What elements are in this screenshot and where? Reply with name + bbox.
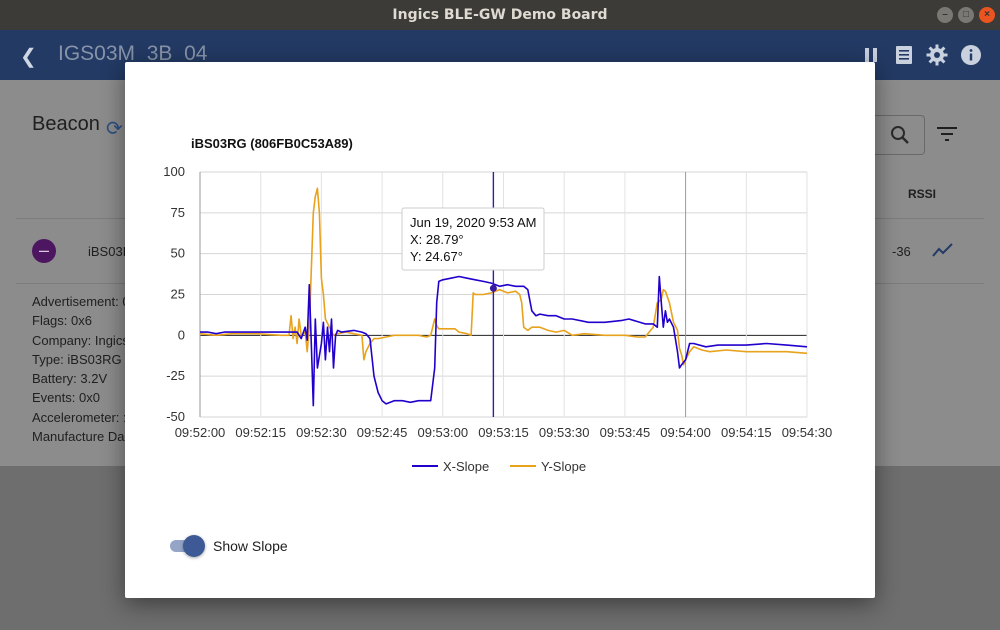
x-tick-label: 09:54:30 xyxy=(782,425,833,440)
series-line-y-slope xyxy=(199,187,808,366)
show-slope-label: Show Slope xyxy=(213,538,288,554)
detail-company: Company: Ingics xyxy=(32,332,129,348)
device-name-title: IGS03M_3B_04 xyxy=(58,42,208,65)
detail-type: Type: iBS03RG xyxy=(32,351,122,367)
beacon-details: Advertisement: 0 Flags: 0x6 Company: Ing… xyxy=(32,292,130,446)
gear-icon[interactable] xyxy=(926,44,948,66)
maximize-button[interactable]: □ xyxy=(958,7,974,23)
beacon-row-rssi: -36 xyxy=(892,244,911,259)
pause-icon[interactable] xyxy=(860,44,882,66)
slope-chart[interactable]: iBS03RG (806FB0C53A89) 1007550250-25-50 … xyxy=(125,62,875,502)
refresh-icon[interactable]: ⟳ xyxy=(106,118,123,140)
x-tick-label: 09:52:30 xyxy=(296,425,347,440)
trending-chart-icon[interactable] xyxy=(932,242,954,258)
y-tick-label: 25 xyxy=(171,287,185,302)
y-tick-label: -25 xyxy=(166,368,185,383)
window-titlebar: Ingics BLE-GW Demo Board – □ × xyxy=(0,0,1000,30)
x-tick-label: 09:52:15 xyxy=(235,425,286,440)
minimize-button[interactable]: – xyxy=(937,7,953,23)
detail-advertisement: Advertisement: 0 xyxy=(32,294,130,309)
detail-manufacture-date: Manufacture Da xyxy=(32,429,125,445)
series-line-x-slope xyxy=(200,275,808,407)
beacon-row-name[interactable]: iBS03R xyxy=(88,244,133,259)
tooltip-box xyxy=(401,207,545,271)
back-arrow-icon[interactable]: ❮ xyxy=(20,46,37,68)
chart-series xyxy=(199,187,808,407)
close-icon: × xyxy=(984,9,990,20)
hover-point xyxy=(489,284,497,292)
search-input[interactable] xyxy=(860,115,925,155)
info-icon[interactable] xyxy=(960,44,982,66)
x-tick-label: 09:53:30 xyxy=(539,425,590,440)
legend-label[interactable]: X-Slope xyxy=(443,459,489,474)
x-tick-label: 09:53:00 xyxy=(417,425,468,440)
minimize-icon: – xyxy=(942,9,948,20)
y-tick-label: 0 xyxy=(178,327,185,342)
x-tick-label: 09:54:15 xyxy=(721,425,772,440)
detail-battery: Battery: 3.2V xyxy=(32,371,108,387)
search-icon[interactable] xyxy=(890,125,910,145)
x-tick-label: 09:52:45 xyxy=(357,425,408,440)
close-window-button[interactable]: × xyxy=(979,7,995,23)
beacon-heading: Beacon xyxy=(32,113,100,135)
tooltip-y-value: Y: 24.67° xyxy=(410,249,463,264)
x-tick-label: 09:53:45 xyxy=(600,425,651,440)
y-axis-ticks: 100 75 50 25 0 -25 -50 xyxy=(163,164,185,424)
x-axis-ticks: 09:52:00 09:52:15 09:52:30 09:52:45 09:53:00… xyxy=(175,425,833,440)
detail-flags: Flags: 0x6 xyxy=(32,313,92,329)
tooltip-x-value: X: 28.79° xyxy=(410,232,464,247)
x-tick-label: 09:54:00 xyxy=(660,425,711,440)
window-title: Ingics BLE-GW Demo Board xyxy=(392,7,608,23)
y-tick-label: 50 xyxy=(171,246,185,261)
x-tick-label: 09:52:00 xyxy=(175,425,226,440)
collapse-row-button[interactable]: – xyxy=(32,239,56,263)
toggle-knob xyxy=(183,535,205,557)
x-tick-label: 09:53:15 xyxy=(478,425,529,440)
y-tick-label: 100 xyxy=(163,164,185,179)
chart-dialog: iBS03RG (806FB0C53A89) 100 75 50 25 0 -25 -50 … xyxy=(125,62,875,598)
rssi-column-header: RSSI xyxy=(908,187,937,201)
y-tick-label: 75 xyxy=(171,205,185,220)
y-tick-label: -50 xyxy=(166,409,185,424)
log-list-icon[interactable] xyxy=(893,44,915,66)
chart-title: iBS03RG (806FB0C53A89) xyxy=(191,136,353,151)
chart-tooltip: Jun 19, 2020 9:53 AM X: 28.79° Y: 24.67° xyxy=(401,207,545,271)
show-slope-toggle[interactable] xyxy=(170,535,205,557)
detail-accelerometer: Accelerometer: : xyxy=(32,409,127,425)
filter-icon[interactable] xyxy=(936,126,958,142)
chart-legend[interactable]: X-Slope Y-Slope xyxy=(412,459,586,474)
legend-label[interactable]: Y-Slope xyxy=(541,459,586,474)
detail-events: Events: 0x0 xyxy=(32,390,100,406)
tooltip-date: Jun 19, 2020 9:53 AM xyxy=(410,215,536,230)
maximize-icon: □ xyxy=(962,9,970,20)
